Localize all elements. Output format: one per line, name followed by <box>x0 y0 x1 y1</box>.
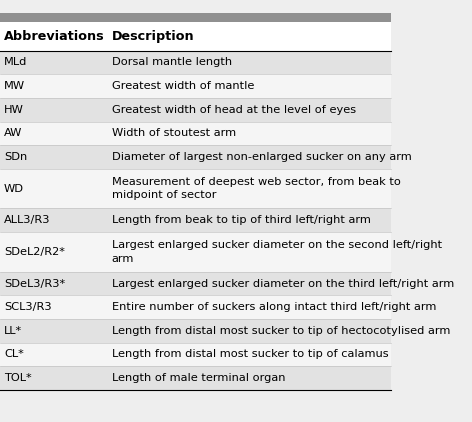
Text: Length of male terminal organ: Length of male terminal organ <box>111 373 285 383</box>
Text: Largest enlarged sucker diameter on the second left/right
arm: Largest enlarged sucker diameter on the … <box>111 241 442 263</box>
Text: Diameter of largest non-enlarged sucker on any arm: Diameter of largest non-enlarged sucker … <box>111 152 411 162</box>
Text: Entire number of suckers along intact third left/right arm: Entire number of suckers along intact th… <box>111 302 436 312</box>
Text: Largest enlarged sucker diameter on the third left/right arm: Largest enlarged sucker diameter on the … <box>111 279 454 289</box>
Text: SDeL2/R2*: SDeL2/R2* <box>4 247 65 257</box>
Text: Greatest width of mantle: Greatest width of mantle <box>111 81 254 91</box>
Text: SDn: SDn <box>4 152 27 162</box>
Text: TOL*: TOL* <box>4 373 32 383</box>
Text: WD: WD <box>4 184 24 194</box>
Text: Length from distal most sucker to tip of hectocotylised arm: Length from distal most sucker to tip of… <box>111 326 450 336</box>
Bar <box>0 319 391 343</box>
Text: LL*: LL* <box>4 326 22 336</box>
Bar <box>0 343 391 366</box>
Bar <box>0 232 391 272</box>
Text: Width of stoutest arm: Width of stoutest arm <box>111 128 236 138</box>
Bar <box>0 13 391 22</box>
Text: SCL3/R3: SCL3/R3 <box>4 302 51 312</box>
Bar <box>0 208 391 232</box>
Text: Length from distal most sucker to tip of calamus: Length from distal most sucker to tip of… <box>111 349 388 360</box>
Bar <box>0 98 391 122</box>
Text: MLd: MLd <box>4 57 27 68</box>
Text: HW: HW <box>4 105 24 115</box>
Bar <box>0 122 391 145</box>
Bar <box>0 295 391 319</box>
Bar <box>0 272 391 295</box>
Text: Description: Description <box>111 30 194 43</box>
Text: Length from beak to tip of third left/right arm: Length from beak to tip of third left/ri… <box>111 215 371 225</box>
Bar <box>0 366 391 390</box>
Text: MW: MW <box>4 81 25 91</box>
Bar <box>0 145 391 169</box>
Text: Abbreviations: Abbreviations <box>4 30 104 43</box>
Bar <box>0 22 391 51</box>
Text: ALL3/R3: ALL3/R3 <box>4 215 51 225</box>
Bar <box>0 169 391 208</box>
Text: Greatest width of head at the level of eyes: Greatest width of head at the level of e… <box>111 105 355 115</box>
Text: Dorsal mantle length: Dorsal mantle length <box>111 57 232 68</box>
Text: CL*: CL* <box>4 349 24 360</box>
Bar <box>0 74 391 98</box>
Text: Measurement of deepest web sector, from beak to
midpoint of sector: Measurement of deepest web sector, from … <box>111 177 400 200</box>
Text: AW: AW <box>4 128 22 138</box>
Text: SDeL3/R3*: SDeL3/R3* <box>4 279 65 289</box>
Bar <box>0 51 391 74</box>
